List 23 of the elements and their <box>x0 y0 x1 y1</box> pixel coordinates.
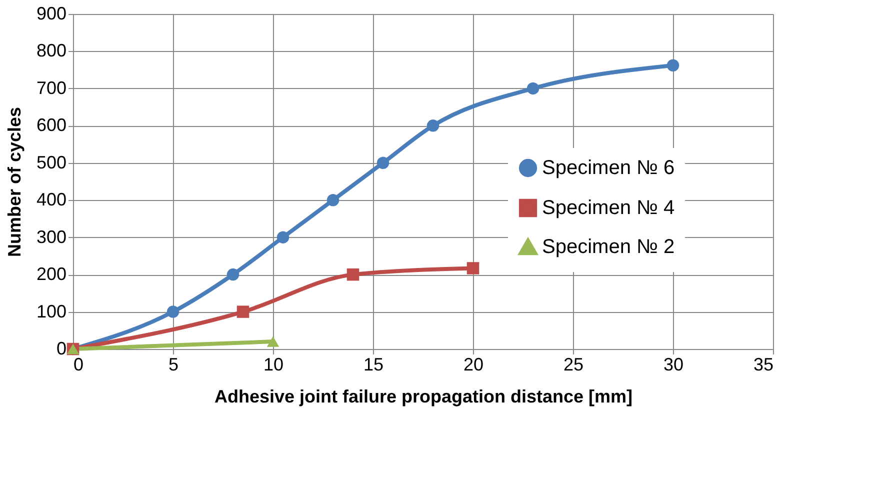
y-tick-label: 100 <box>36 301 66 322</box>
y-tick-label: 700 <box>36 78 66 98</box>
y-tick-label: 0 <box>56 338 66 358</box>
y-tick-label: 200 <box>36 264 66 284</box>
x-tick-label: 5 <box>168 354 179 374</box>
y-tick-label: 500 <box>36 152 66 172</box>
y-tick-label: 900 <box>36 4 66 24</box>
x-tick-label: 20 <box>463 354 484 374</box>
x-tick-label: 0 <box>74 354 84 374</box>
x-tick-label: 10 <box>263 354 284 374</box>
x-tick-label: 30 <box>663 354 684 374</box>
y-tick-label: 300 <box>36 226 66 247</box>
y-tick-label: 400 <box>36 190 66 210</box>
legend-label: Specimen № 6 <box>542 157 675 179</box>
y-tick-label: 800 <box>36 40 66 61</box>
x-axis-title: Adhesive joint failure propagation distance [mm] <box>214 386 633 406</box>
y-tick-label: 600 <box>36 115 66 136</box>
y-axis-title: Number of cycles <box>4 106 24 258</box>
x-tick-label: 35 <box>753 354 774 374</box>
legend-label: Specimen № 2 <box>542 236 675 258</box>
x-tick-label: 25 <box>563 354 584 374</box>
legend-label: Specimen № 4 <box>542 197 675 219</box>
x-tick-label: 15 <box>363 354 384 374</box>
